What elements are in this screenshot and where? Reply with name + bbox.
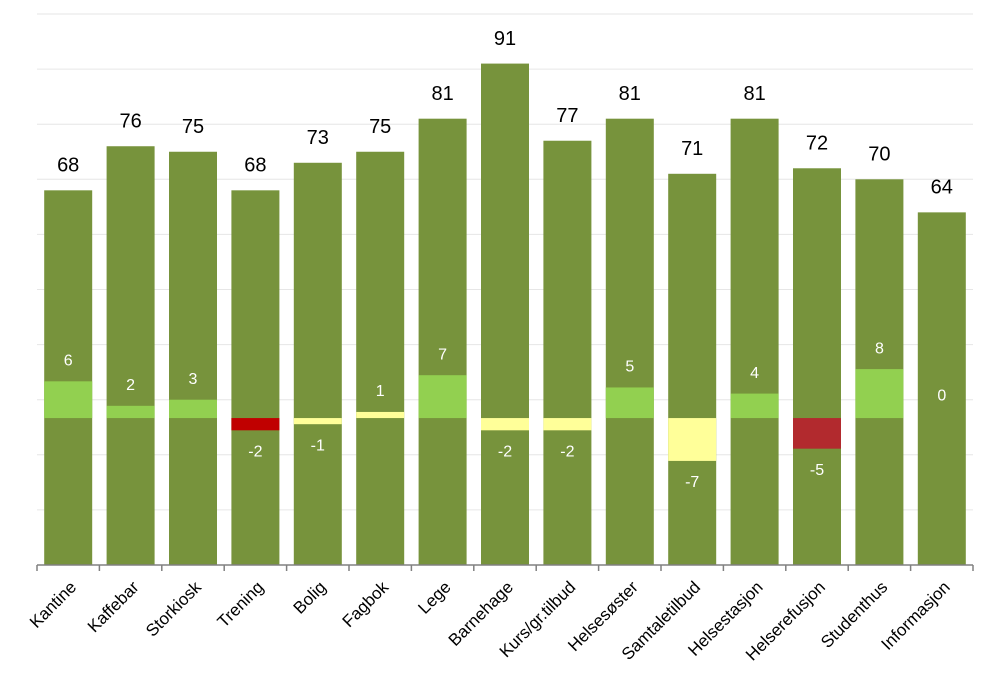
x-tick-label: Storkiosk <box>142 577 205 640</box>
change-label: 0 <box>937 387 946 404</box>
change-bar <box>793 418 841 449</box>
bar <box>356 151 405 565</box>
value-label: 75 <box>182 116 204 138</box>
change-bar <box>106 405 155 419</box>
value-label: 77 <box>556 105 578 127</box>
change-label: 1 <box>376 383 385 400</box>
value-label: 81 <box>743 83 765 105</box>
x-tick-label: Kantine <box>26 578 80 632</box>
change-label: 8 <box>875 340 884 357</box>
change-label: -1 <box>311 437 325 454</box>
value-label: 73 <box>307 127 329 149</box>
change-label: 3 <box>189 371 198 388</box>
change-label: -2 <box>560 444 574 461</box>
bar <box>169 151 217 565</box>
value-label: 64 <box>931 177 953 199</box>
change-bar <box>231 418 280 431</box>
value-label: 75 <box>369 116 391 138</box>
value-label: 68 <box>244 155 266 177</box>
change-bar <box>293 418 342 425</box>
change-label: -2 <box>498 444 512 461</box>
value-label: 68 <box>57 155 79 177</box>
change-bar <box>668 418 717 461</box>
change-label: 5 <box>625 359 634 376</box>
bar <box>543 140 592 566</box>
change-bar <box>356 411 405 419</box>
bar <box>481 63 529 566</box>
bar <box>106 146 155 566</box>
bar <box>418 118 467 565</box>
change-bar <box>543 418 592 431</box>
bar <box>293 162 342 565</box>
change-label: -2 <box>248 444 262 461</box>
change-label: -7 <box>685 474 699 491</box>
bar <box>917 212 966 566</box>
value-label: 71 <box>681 138 703 160</box>
change-bar <box>730 393 779 419</box>
bar <box>668 173 717 566</box>
change-label: 7 <box>438 346 447 363</box>
change-bar <box>169 399 217 419</box>
change-bar <box>481 418 529 431</box>
value-label: 81 <box>431 83 453 105</box>
change-label: 6 <box>64 353 73 370</box>
value-label: 72 <box>806 133 828 155</box>
x-tick-label: Fagbok <box>339 577 393 631</box>
x-tick-label: Lege <box>414 578 454 618</box>
change-bar <box>418 375 467 419</box>
bar <box>793 168 841 565</box>
bar <box>231 190 280 565</box>
change-label: 4 <box>750 365 759 382</box>
bar <box>44 190 93 565</box>
x-tick-label: Kaffebar <box>84 577 143 636</box>
change-bar <box>855 369 904 419</box>
value-label: 70 <box>868 144 890 166</box>
bar <box>605 118 654 565</box>
value-label: 81 <box>619 83 641 105</box>
bar <box>730 118 779 565</box>
change-label: -5 <box>810 462 824 479</box>
change-bar <box>44 381 93 419</box>
change-bar <box>605 387 654 419</box>
value-label: 76 <box>119 111 141 133</box>
x-tick-label: Trening <box>214 578 268 632</box>
x-tick-label: Bolig <box>290 578 330 618</box>
change-label: 2 <box>126 377 135 394</box>
value-label: 91 <box>494 28 516 50</box>
